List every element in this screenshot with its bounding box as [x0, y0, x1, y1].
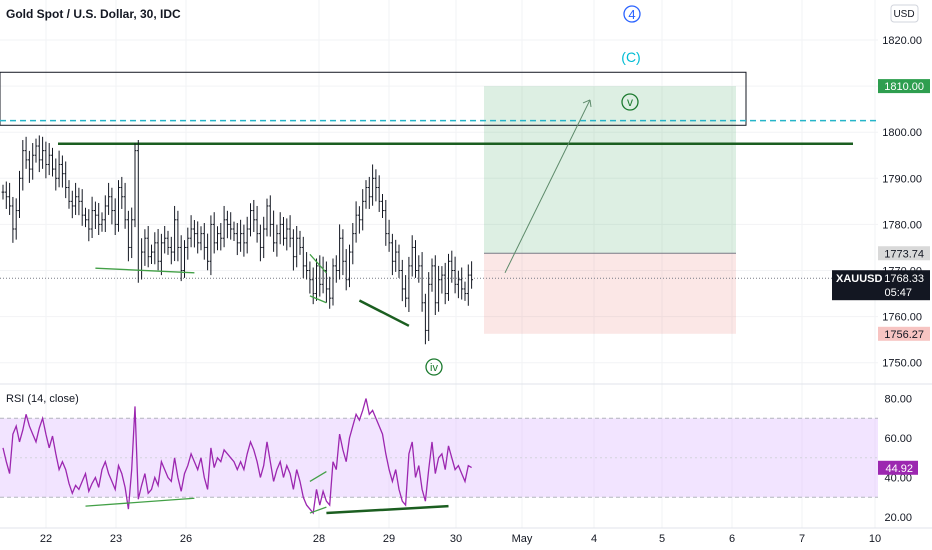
- time-axis-tick: 23: [110, 533, 122, 545]
- projection-arrowhead: [582, 99, 592, 108]
- price-axis-tick: 1780.00: [882, 219, 922, 231]
- divergence-line[interactable]: [309, 506, 327, 514]
- time-axis-tick: 7: [799, 533, 805, 545]
- time-axis-tick: 26: [180, 533, 192, 545]
- divergence-line[interactable]: [309, 253, 327, 274]
- time-axis-tick: May: [512, 533, 533, 545]
- currency-button[interactable]: [890, 4, 919, 23]
- divergence-line[interactable]: [85, 497, 195, 507]
- currency-button-label: USD: [893, 9, 914, 20]
- time-axis-tick: 6: [729, 533, 735, 545]
- entry-price-badge: [878, 246, 930, 261]
- wave-v-label: v: [627, 95, 633, 109]
- symbol-label: XAUUSD: [836, 273, 883, 285]
- chart-title: Gold Spot / U.S. Dollar, 30, IDC: [6, 7, 181, 21]
- rsi-axis-tick: 80.00: [884, 394, 912, 406]
- wave-iv-circle: [425, 358, 443, 376]
- resistance-box[interactable]: [0, 71, 747, 126]
- rsi-title: RSI (14, close): [6, 393, 79, 405]
- wave-iv-label: iv: [430, 362, 438, 374]
- rsi-axis-tick: 60.00: [884, 433, 912, 445]
- divergence-line[interactable]: [358, 299, 410, 327]
- price-axis-tick: 1750.00: [882, 358, 922, 370]
- stop-price-badge: [878, 326, 930, 341]
- divergence-line[interactable]: [309, 471, 327, 483]
- time-axis-tick: 28: [313, 533, 325, 545]
- wave-4-label: 4: [628, 7, 635, 22]
- price-axis-tick: 1820.00: [882, 35, 922, 47]
- time-axis-tick: 4: [591, 533, 597, 545]
- rsi-line[interactable]: [2, 398, 472, 515]
- time-axis-tick: 29: [383, 533, 395, 545]
- stop-price-badge-text: 1756.27: [884, 329, 924, 341]
- divergence-line[interactable]: [309, 295, 327, 304]
- target-price-badge: [878, 79, 930, 94]
- rsi-axis-tick: 40.00: [884, 473, 912, 485]
- wave-4-circle: [623, 5, 641, 23]
- divergence-line[interactable]: [326, 504, 449, 515]
- time-axis-tick: 5: [659, 533, 665, 545]
- countdown-label: 05:47: [884, 287, 912, 299]
- projection-arrow[interactable]: [504, 99, 591, 274]
- entry-price-badge-text: 1773.74: [884, 248, 924, 260]
- wave-c-label: (C): [621, 49, 640, 65]
- time-axis-tick: 22: [40, 533, 52, 545]
- price-axis-tick: 1760.00: [882, 312, 922, 324]
- rsi-current-label: 44.92: [885, 463, 913, 475]
- rsi-current-badge: [878, 460, 918, 475]
- current-price-label: 1768.33: [884, 273, 924, 285]
- time-axis-tick: 10: [869, 533, 881, 545]
- rsi-axis-tick: 20.00: [884, 512, 912, 524]
- target-price-badge-text: 1810.00: [884, 81, 924, 93]
- price-axis-tick: 1790.00: [882, 173, 922, 185]
- divergence-line[interactable]: [95, 267, 195, 274]
- profit-zone[interactable]: [484, 86, 736, 254]
- time-axis-tick: 30: [450, 533, 462, 545]
- current-price-badge: [832, 270, 930, 301]
- wave-v-circle: [621, 93, 639, 111]
- price-axis-tick: 1800.00: [882, 127, 922, 139]
- stop-zone[interactable]: [484, 253, 736, 334]
